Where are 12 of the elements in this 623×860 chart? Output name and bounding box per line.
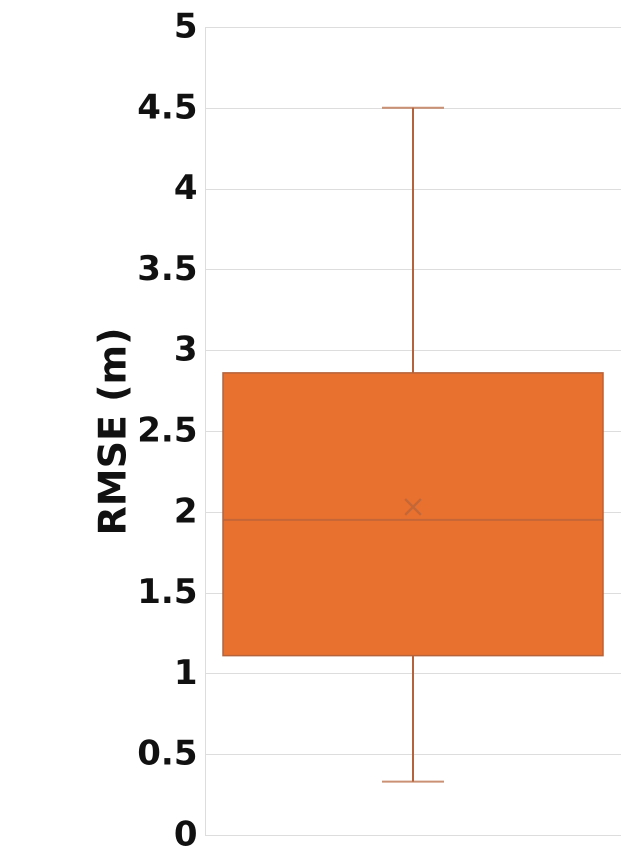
y-tick-label: 3 bbox=[174, 330, 198, 370]
y-tick-label: 2.5 bbox=[137, 410, 198, 450]
y-tick-label: 1.5 bbox=[137, 572, 198, 612]
y-tick-label: 5 bbox=[174, 6, 198, 46]
y-tick-label: 1 bbox=[174, 652, 198, 693]
y-tick-label: 0 bbox=[174, 814, 198, 854]
y-tick-label: 3.5 bbox=[137, 248, 198, 289]
y-tick-label: 0.5 bbox=[137, 734, 198, 774]
y-axis-title: RMSE (m) bbox=[90, 328, 134, 536]
y-tick-label: 2 bbox=[174, 491, 198, 532]
y-tick-label: 4.5 bbox=[137, 87, 198, 128]
y-tick-label: 4 bbox=[174, 168, 198, 208]
